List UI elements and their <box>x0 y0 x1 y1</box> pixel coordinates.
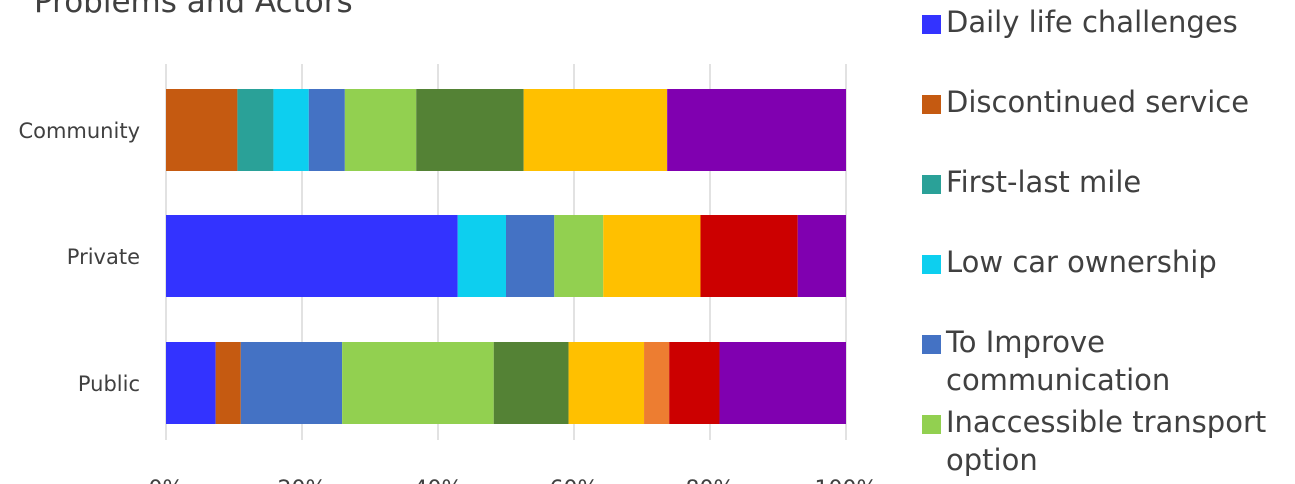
x-tick-label: 100% <box>815 477 878 484</box>
legend-swatch <box>922 15 941 34</box>
bar-segment <box>568 342 645 424</box>
legend-label: Discontinued service <box>946 85 1250 119</box>
legend-swatch <box>922 175 941 194</box>
bar-segment <box>523 89 668 171</box>
legend-item: First-last mile <box>922 163 1291 201</box>
x-tick-label: 0% <box>149 477 184 484</box>
x-tick-label: 80% <box>686 477 735 484</box>
bar-segment <box>166 215 458 297</box>
bar-segment <box>240 342 343 424</box>
legend-label: Inaccessible transport option <box>946 405 1267 477</box>
bar-segment <box>457 215 506 297</box>
legend-swatch <box>922 255 941 274</box>
bar-segment <box>797 215 846 297</box>
legend-swatch <box>922 335 941 354</box>
legend-item: Discontinued service <box>922 83 1291 121</box>
legend-item: Daily life challenges <box>922 3 1291 41</box>
axis-labels: 0% 20% 40% 60% 80% 100% Community Private Public <box>18 119 877 484</box>
legend-label: Low car ownership <box>946 245 1217 279</box>
legend-label: To Improve communication <box>946 325 1171 397</box>
legend-label: Daily life challenges <box>946 5 1238 39</box>
legend-swatch <box>922 415 941 434</box>
bar-segment <box>166 89 238 171</box>
x-tick-label: 40% <box>414 477 463 484</box>
legend-item: To Improve communication <box>922 323 1291 399</box>
category-label: Public <box>78 372 140 396</box>
bar-segment <box>719 342 846 424</box>
legend: Daily life challenges Discontinued servic… <box>922 0 1295 484</box>
category-label: Private <box>67 245 140 269</box>
bar-segment <box>554 215 604 297</box>
bar-segment <box>344 89 417 171</box>
bar-segment <box>273 89 309 171</box>
plot-area: 0% 20% 40% 60% 80% 100% Community Private Public <box>18 64 877 484</box>
bar-segment <box>493 342 569 424</box>
bar-segment <box>215 342 241 424</box>
bar-segment <box>644 342 670 424</box>
legend-item: Low car ownership <box>922 243 1291 281</box>
bar-segment <box>416 89 524 171</box>
bar-segment <box>506 215 555 297</box>
legend-swatch <box>922 95 941 114</box>
bar-segment <box>669 342 720 424</box>
legend-item: Inaccessible transport option <box>922 403 1291 479</box>
chart-title: Problems and Actors <box>34 0 353 20</box>
x-tick-label: 20% <box>278 477 327 484</box>
bar-segment <box>308 89 345 171</box>
bar-segment <box>667 89 846 171</box>
bar-segment <box>700 215 798 297</box>
bar-segment <box>342 342 494 424</box>
bar-segment <box>237 89 274 171</box>
bar-segment <box>603 215 701 297</box>
bars <box>166 89 846 424</box>
category-label: Community <box>18 119 140 143</box>
x-tick-label: 60% <box>550 477 599 484</box>
bar-segment <box>166 342 216 424</box>
legend-label: First-last mile <box>946 165 1142 199</box>
